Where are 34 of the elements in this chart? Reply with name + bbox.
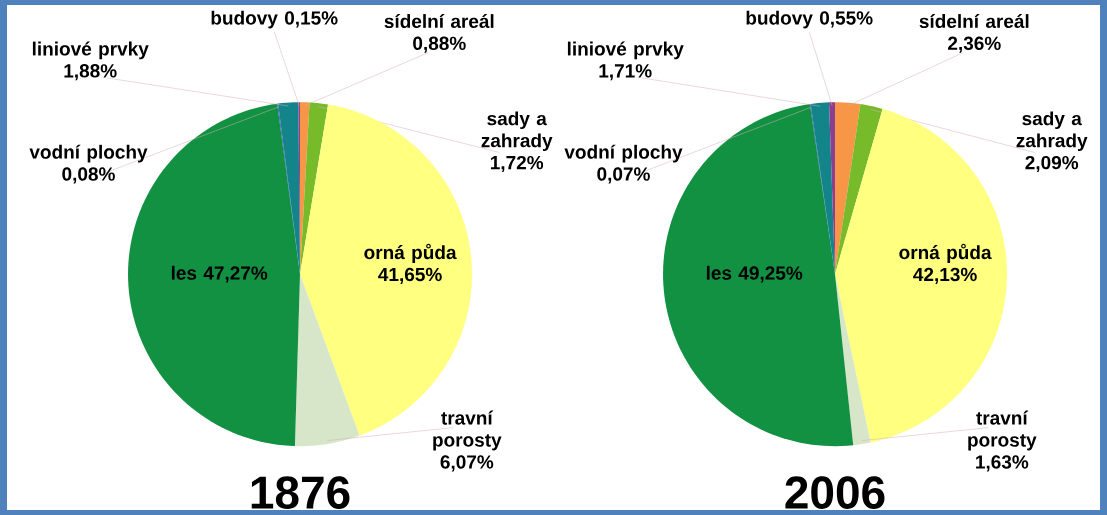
data-label: 2,09% <box>1025 155 1079 173</box>
slice-label: sady a zahrady <box>1016 111 1088 152</box>
slice-label: liniové prvky <box>567 41 684 60</box>
slice-label: sídelní areál <box>384 13 494 29</box>
slice-label: vodní plochy <box>564 144 683 163</box>
data-label: 0,88% <box>413 36 466 53</box>
data-label: 0,08% <box>62 167 115 184</box>
data-label: 49,25% <box>738 266 803 283</box>
data-label: 1,63% <box>976 455 1029 472</box>
slice-label: les <box>171 265 197 280</box>
data-label: 1,71% <box>599 64 652 81</box>
data-label: 1,72% <box>490 155 544 173</box>
data-label: 0,07% <box>597 167 650 184</box>
slice-label: orná půda <box>364 243 457 263</box>
slice-label: budovy <box>746 10 813 29</box>
data-label: 2,36% <box>948 36 1001 53</box>
text: 1876 <box>251 476 350 509</box>
slice-label: budovy <box>211 10 278 29</box>
slice-label: vodní plochy <box>29 144 148 163</box>
data-label: 0,15% <box>284 11 338 28</box>
slice-label: sídelní areál <box>919 13 1029 29</box>
data-label: 42,13% <box>913 267 977 284</box>
slice-label: les <box>706 265 732 280</box>
data-label: 0,55% <box>819 11 873 28</box>
slice-label: sady a zahrady <box>481 111 553 152</box>
slice-label: travní porosty <box>433 410 502 451</box>
slice-label: orná půda <box>899 243 992 263</box>
text: 2006 <box>785 476 885 509</box>
data-label: 47,27% <box>203 266 268 283</box>
slice-label: liniové prvky <box>32 41 149 60</box>
data-label: 1,88% <box>64 64 117 81</box>
slice-label: travní porosty <box>968 410 1037 451</box>
data-label: 41,65% <box>378 267 442 284</box>
data-label: 6,07% <box>440 455 494 472</box>
